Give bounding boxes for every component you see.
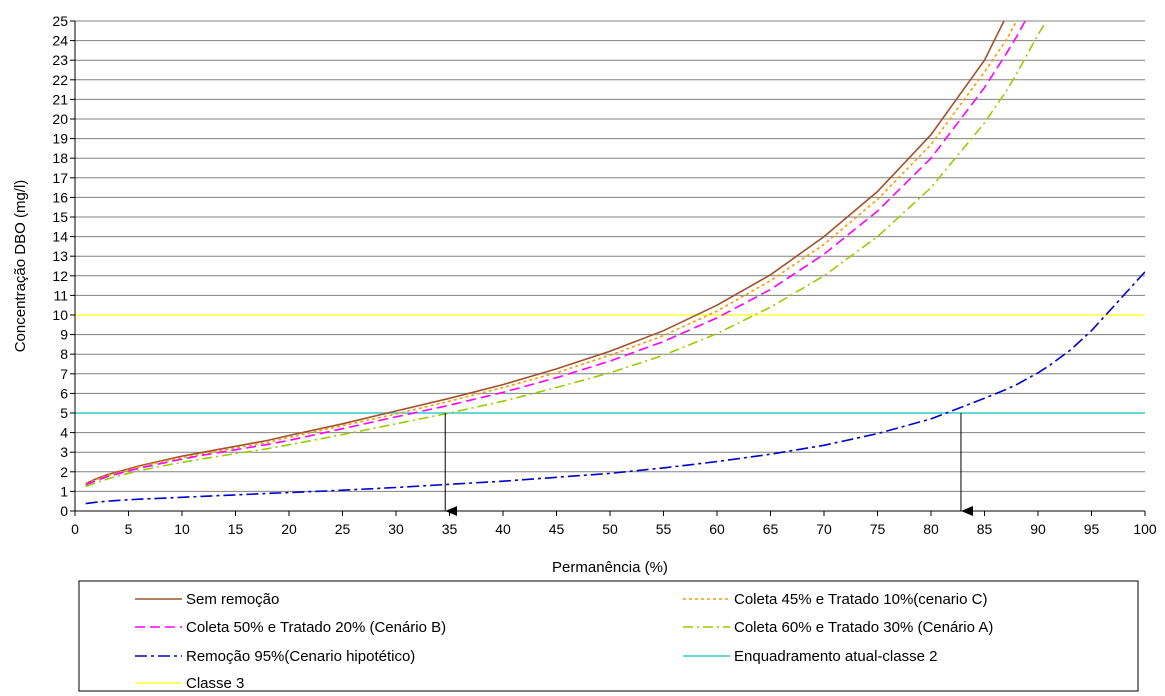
y-tick-label-6: 6 — [60, 385, 68, 401]
y-tick-label-17: 17 — [52, 170, 68, 186]
x-tick-label-35: 35 — [442, 521, 458, 537]
y-tick-label-14: 14 — [52, 229, 68, 245]
y-tick-label-19: 19 — [52, 131, 68, 147]
series-line-sem-remocao — [85, 21, 1005, 485]
x-tick-label-30: 30 — [388, 521, 404, 537]
y-tick-label-15: 15 — [52, 209, 68, 225]
y-tick-label-10: 10 — [52, 307, 68, 323]
y-tick-label-0: 0 — [60, 503, 68, 519]
x-tick-label-95: 95 — [1084, 521, 1100, 537]
reference-lines — [75, 314, 1145, 414]
y-tick-label-20: 20 — [52, 111, 68, 127]
y-tick-label-4: 4 — [60, 425, 68, 441]
y-tick-label-5: 5 — [60, 405, 68, 421]
x-tick-label-80: 80 — [923, 521, 939, 537]
y-tick-label-3: 3 — [60, 444, 68, 460]
x-tick-label-10: 10 — [174, 521, 190, 537]
y-tick-label-25: 25 — [52, 13, 68, 29]
y-tick-label-23: 23 — [52, 52, 68, 68]
y-tick-label-24: 24 — [52, 33, 68, 49]
legend-label-enquadramento-atual-classe-2: Enquadramento atual-classe 2 — [734, 648, 937, 665]
series-lines — [85, 21, 1145, 505]
x-tick-label-75: 75 — [870, 521, 886, 537]
y-tick-label-8: 8 — [60, 346, 68, 362]
x-tick-label-5: 5 — [125, 521, 133, 537]
legend-label-coleta-50-e-tratado-20-cenario-b: Coleta 50% e Tratado 20% (Cenário B) — [186, 619, 446, 636]
x-tick-label-90: 90 — [1030, 521, 1046, 537]
axes: 0123456789101112131415161718192021222324… — [52, 13, 1156, 537]
x-tick-label-25: 25 — [335, 521, 351, 537]
x-tick-label-85: 85 — [977, 521, 993, 537]
annotations — [444, 413, 973, 516]
y-axis-title: Concentração DBO (mg/l) — [12, 180, 29, 353]
grid-lines — [75, 20, 1145, 492]
x-tick-label-0: 0 — [71, 521, 79, 537]
x-tick-label-40: 40 — [495, 521, 511, 537]
x-tick-label-55: 55 — [656, 521, 672, 537]
legend-label-coleta-45-e-tratado-10-cenario-c: Coleta 45% e Tratado 10%(cenario C) — [734, 591, 987, 608]
x-tick-label-100: 100 — [1133, 521, 1157, 537]
series-line-coleta-60-e-tratado-30-cenario-a — [85, 21, 1048, 488]
legend-box — [78, 580, 1139, 692]
x-tick-label-15: 15 — [228, 521, 244, 537]
y-tick-label-7: 7 — [60, 366, 68, 382]
x-tick-label-20: 20 — [281, 521, 297, 537]
y-tick-label-2: 2 — [60, 464, 68, 480]
x-axis-title: Permanência (%) — [552, 559, 668, 576]
x-tick-label-60: 60 — [709, 521, 725, 537]
x-tick-label-70: 70 — [816, 521, 832, 537]
y-tick-label-16: 16 — [52, 189, 68, 205]
y-tick-label-21: 21 — [52, 91, 68, 107]
y-tick-label-13: 13 — [52, 248, 68, 264]
y-tick-label-1: 1 — [60, 483, 68, 499]
legend-label-classe-3: Classe 3 — [186, 675, 244, 692]
x-tick-label-65: 65 — [763, 521, 779, 537]
y-tick-label-18: 18 — [52, 150, 68, 166]
legend-label-sem-remocao: Sem remoção — [186, 591, 279, 608]
legend: Sem remoção Coleta 45% e Tratado 10%(cena… — [78, 580, 1139, 692]
series-line-remocao-95-cenario-hipotetico — [85, 271, 1145, 505]
x-tick-label-50: 50 — [602, 521, 618, 537]
x-tick-label-45: 45 — [549, 521, 565, 537]
y-tick-label-12: 12 — [52, 268, 68, 284]
series-line-coleta-45-e-tratado-10-cenario-c — [85, 21, 1018, 485]
y-tick-label-11: 11 — [53, 287, 68, 303]
series-line-coleta-50-e-tratado-20-cenario-b — [85, 21, 1027, 486]
y-tick-label-9: 9 — [60, 327, 68, 343]
y-tick-label-22: 22 — [52, 72, 68, 88]
legend-label-coleta-60-e-tratado-30-cenario-a: Coleta 60% e Tratado 30% (Cenário A) — [734, 619, 993, 636]
legend-label-remocao-95-cenario-hipotetico: Remoção 95%(Cenario hipotético) — [186, 648, 415, 665]
